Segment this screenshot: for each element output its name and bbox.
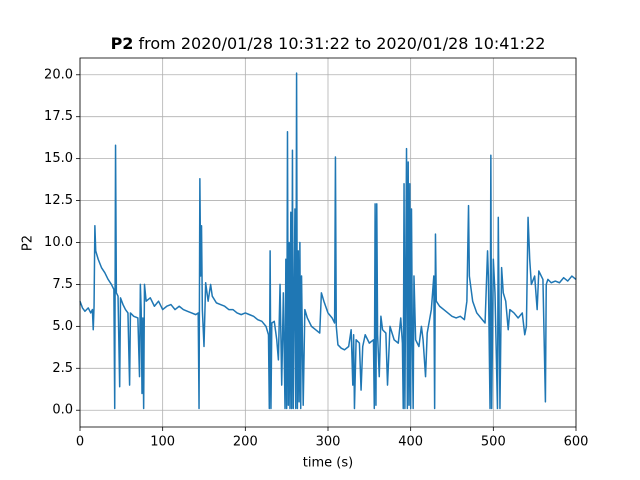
y-tick-label: 10.0 xyxy=(44,235,73,250)
y-tick-label: 5.0 xyxy=(52,319,73,334)
chart-title: P2 from 2020/01/28 10:31:22 to 2020/01/2… xyxy=(111,34,546,53)
y-tick-label: 7.5 xyxy=(52,277,73,292)
title-bold: P2 xyxy=(111,34,134,53)
y-tick-label: 15.0 xyxy=(44,151,73,166)
y-tick-label: 17.5 xyxy=(44,109,73,124)
axes-frame xyxy=(79,57,577,428)
y-tick-label: 2.5 xyxy=(52,361,73,376)
x-tick-label: 0 xyxy=(76,435,84,450)
x-tick-label: 600 xyxy=(564,435,589,450)
x-tick-label: 300 xyxy=(316,435,341,450)
y-axis-label: P2 xyxy=(21,235,36,251)
y-tick-label: 0.0 xyxy=(52,403,73,418)
title-text: from 2020/01/28 10:31:22 to 2020/01/28 1… xyxy=(139,34,546,53)
data-line xyxy=(79,72,577,410)
x-tick-label: 500 xyxy=(481,435,506,450)
x-tick-label: 100 xyxy=(150,435,175,450)
y-tick-label: 20.0 xyxy=(44,67,73,82)
x-axis-label: time (s) xyxy=(303,456,353,471)
x-tick-label: 400 xyxy=(398,435,423,450)
x-tick-label: 200 xyxy=(233,435,258,450)
y-tick-label: 12.5 xyxy=(44,193,73,208)
